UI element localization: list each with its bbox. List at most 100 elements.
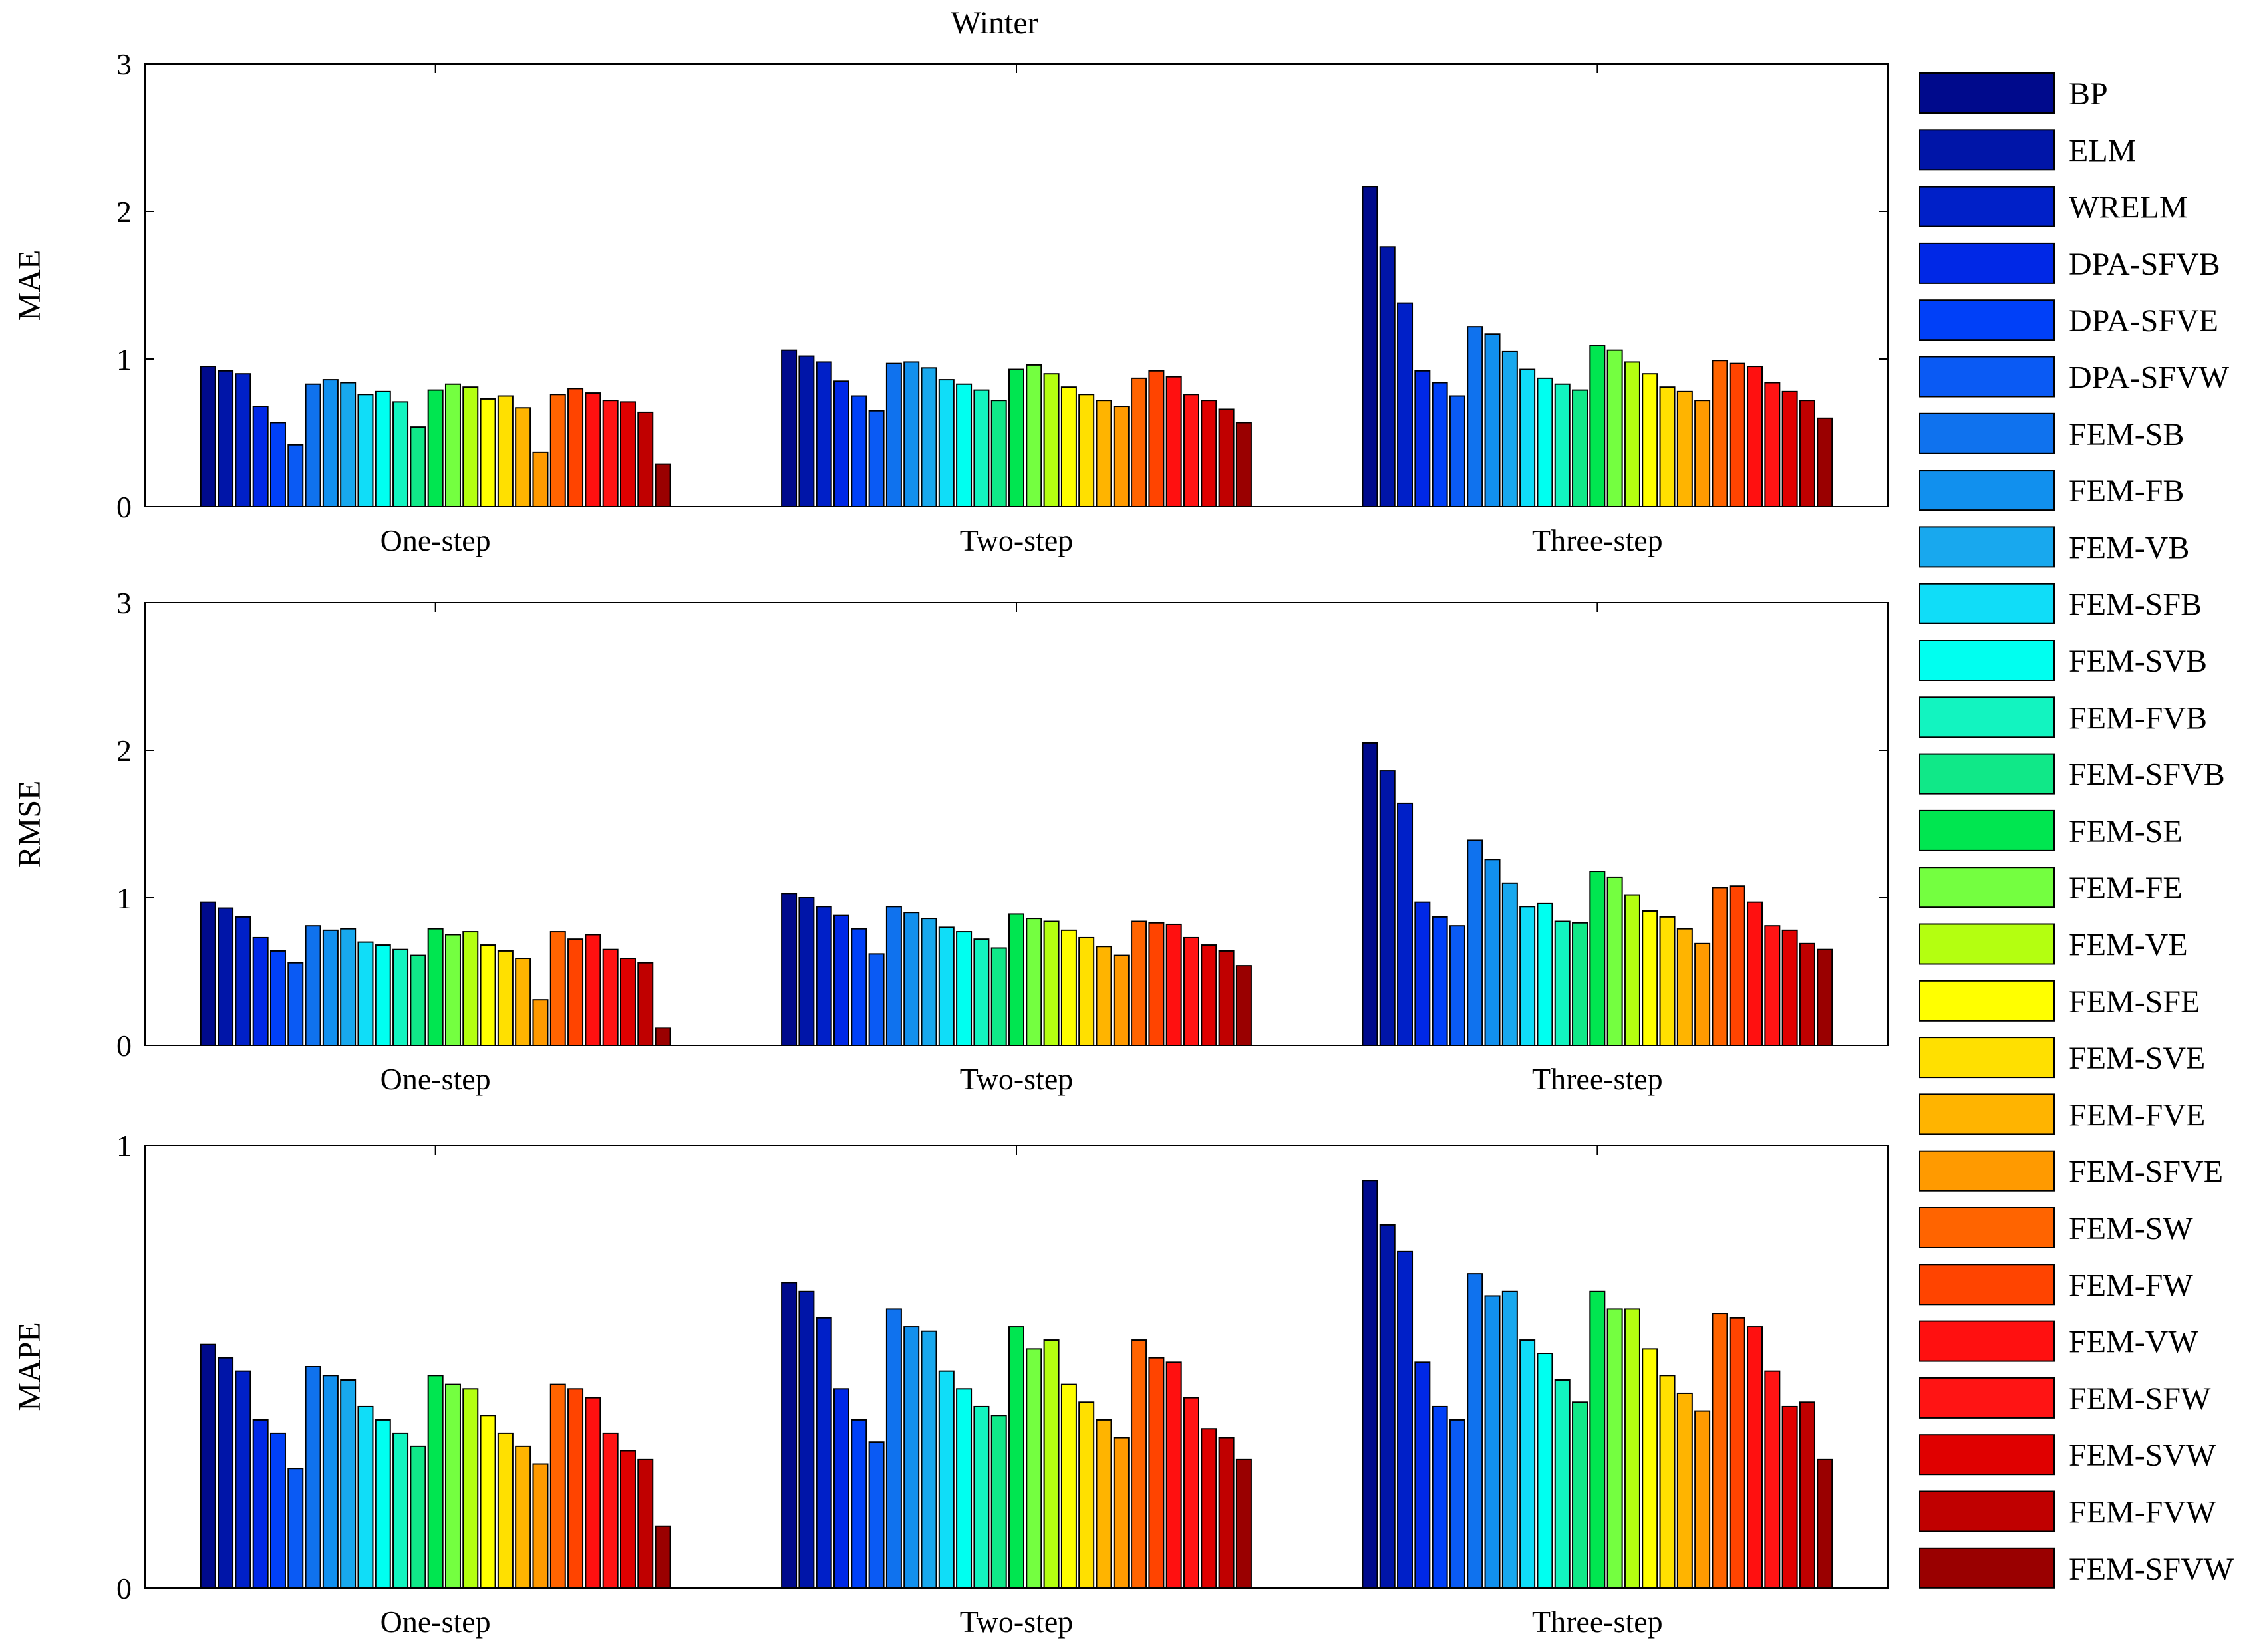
bar-fem-svw: [1201, 400, 1217, 507]
bar-fem-sb: [885, 906, 902, 1046]
bar-fem-fvw: [1799, 1401, 1815, 1589]
bar-bp: [1362, 1180, 1378, 1589]
bar-fem-sfvw: [1817, 1458, 1833, 1589]
bar-fem-vw: [585, 934, 601, 1046]
legend-label: DPA-SFVE: [2069, 303, 2218, 339]
bar-fem-svw: [1201, 1428, 1217, 1589]
bar-fem-fve: [515, 958, 531, 1047]
bar-fem-ve: [1624, 361, 1640, 507]
legend-label: FEM-FW: [2069, 1268, 2193, 1303]
bar-fem-ve: [462, 931, 479, 1047]
legend-swatch: [1919, 583, 2055, 624]
legend-label: FEM-VW: [2069, 1325, 2198, 1360]
bar-fem-sfe: [480, 1415, 496, 1589]
bar-fem-fe: [444, 383, 461, 507]
mae-panel: 0 1 2 3 MAE One-step Two-step Three-step: [12, 47, 1889, 557]
bar-fem-sfvw: [1235, 422, 1252, 508]
legend-swatch: [1919, 809, 2055, 851]
bar-fem-ve: [1043, 920, 1060, 1047]
legend-label: ELM: [2069, 133, 2136, 168]
bar-fem-svb: [1537, 377, 1553, 507]
bar-elm: [218, 1357, 234, 1589]
bar-fem-svb: [375, 390, 391, 508]
legend-swatch: [1919, 923, 2055, 965]
bar-dpa-sfvb: [1414, 901, 1431, 1047]
bar-fem-fvb: [973, 389, 990, 507]
legend-label: FEM-SVB: [2069, 644, 2207, 679]
bar-fem-sfvb: [990, 400, 1007, 507]
bar-wrelm: [235, 1370, 251, 1589]
y-tick-label: 2: [116, 195, 132, 229]
bar-fem-sfve: [532, 999, 549, 1047]
bar-fem-svb: [956, 931, 973, 1047]
bar-fem-sve: [1659, 1375, 1676, 1589]
x-tick-label: One-step: [380, 523, 491, 557]
bar-fem-sb: [305, 1366, 321, 1589]
bar-bp: [1362, 742, 1378, 1047]
bar-dpa-sfvw: [287, 1468, 304, 1589]
bar-fem-vb: [1501, 1290, 1518, 1589]
bar-fem-fvb: [973, 938, 990, 1047]
bar-fem-sfe: [1060, 1383, 1077, 1589]
legend-swatch: [1919, 1207, 2055, 1248]
bar-fem-sve: [1078, 1401, 1095, 1589]
bar-fem-sfe: [480, 398, 496, 507]
bar-fem-svb: [1537, 1353, 1553, 1589]
bar-fem-svw: [1781, 390, 1798, 508]
legend-swatch: [1919, 72, 2055, 114]
mape-panel: 0 1 MAPE One-step Two-step Three-step: [12, 1129, 1889, 1639]
bar-fem-fvw: [1218, 1437, 1235, 1589]
legend-label: FEM-SE: [2069, 814, 2183, 849]
bar-fem-ve: [462, 386, 479, 507]
bar-fem-fb: [903, 361, 920, 507]
bar-fem-sfw: [1764, 925, 1781, 1047]
bar-dpa-sfve: [269, 950, 286, 1047]
bar-fem-fw: [1729, 885, 1745, 1046]
bar-fem-svw: [1201, 944, 1217, 1047]
legend-swatch: [1919, 242, 2055, 284]
legend-swatch: [1919, 640, 2055, 681]
y-axis-label: MAPE: [12, 1322, 47, 1411]
bar-fem-sfvw: [1235, 965, 1252, 1046]
legend-swatch: [1919, 1547, 2055, 1589]
legend-swatch: [1919, 1150, 2055, 1192]
bar-dpa-sfvb: [1414, 1361, 1431, 1589]
legend-label: FEM-FVW: [2069, 1495, 2216, 1530]
bar-fem-sb: [885, 362, 902, 507]
bar-fem-fve: [1676, 1392, 1693, 1589]
chart-title: Winter: [951, 5, 1038, 41]
bar-wrelm: [816, 361, 832, 507]
bar-dpa-sfve: [1432, 1405, 1448, 1589]
bar-fem-sb: [1467, 326, 1483, 507]
bar-fem-sfvw: [655, 463, 671, 507]
bar-fem-sfe: [480, 944, 496, 1047]
bar-dpa-sfvb: [1414, 370, 1431, 508]
legend-swatch: [1919, 356, 2055, 398]
bar-fem-sfb: [1519, 368, 1536, 507]
bar-fem-fe: [444, 1383, 461, 1589]
bar-fem-fvw: [637, 1458, 654, 1589]
bar-fem-svb: [956, 1388, 973, 1589]
bar-fem-fb: [1484, 1295, 1501, 1589]
bar-fem-fw: [1729, 1317, 1745, 1589]
bar-dpa-sfve: [851, 1419, 867, 1589]
bar-fem-sfb: [938, 1370, 955, 1589]
bar-fem-se: [427, 1375, 444, 1589]
bar-fem-sfw: [1183, 1397, 1199, 1589]
bar-fem-fe: [1606, 349, 1623, 507]
bar-fem-sfb: [357, 941, 374, 1046]
bar-dpa-sfvw: [1449, 925, 1465, 1047]
bar-fem-sfb: [357, 1405, 374, 1589]
bar-wrelm: [235, 373, 251, 508]
bar-fem-sfw: [602, 1432, 619, 1589]
legend-label: FEM-FE: [2069, 871, 2183, 906]
bar-fem-fvb: [1554, 1379, 1571, 1589]
bar-wrelm: [1397, 802, 1414, 1047]
bar-fem-sfw: [1183, 394, 1199, 508]
bar-fem-svw: [619, 1450, 636, 1589]
bar-fem-sb: [885, 1308, 902, 1589]
bar-fem-ve: [1043, 1339, 1060, 1589]
bar-fem-fb: [322, 379, 339, 508]
bar-dpa-sfve: [269, 422, 286, 508]
bar-bp: [781, 1282, 798, 1589]
